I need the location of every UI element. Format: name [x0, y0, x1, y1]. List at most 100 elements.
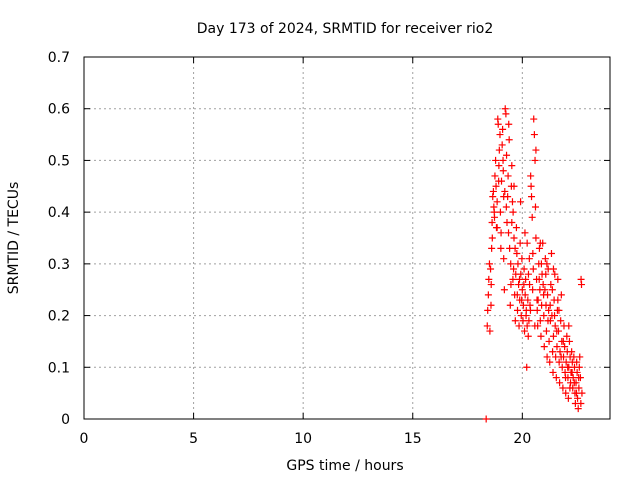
data-point — [508, 162, 516, 170]
data-point — [502, 203, 510, 211]
y-tick-label: 0.7 — [48, 50, 70, 66]
data-point — [487, 265, 495, 273]
data-point — [531, 156, 539, 164]
data-point — [521, 229, 529, 237]
data-point — [525, 255, 533, 263]
data-point — [543, 353, 551, 361]
data-point — [551, 312, 559, 320]
data-point — [565, 337, 573, 345]
data-point — [505, 136, 513, 144]
axis-ticks: 0 0.1 0.2 0.3 0.4 0.5 0.6 0.7 0 5 10 15 20 — [48, 50, 610, 447]
data-point — [541, 286, 549, 294]
x-axis-label: GPS time / hours — [286, 458, 403, 474]
data-point — [556, 379, 564, 387]
data-point — [487, 301, 495, 309]
data-point — [489, 187, 497, 195]
data-point — [500, 286, 508, 294]
data-point — [575, 374, 583, 382]
data-point — [562, 389, 570, 397]
data-point — [521, 291, 529, 299]
data-point — [493, 198, 501, 206]
data-point — [520, 265, 528, 273]
data-point — [502, 110, 510, 118]
data-point — [532, 146, 540, 154]
data-point — [528, 193, 536, 201]
data-point — [511, 317, 519, 325]
data-point — [542, 327, 550, 335]
data-point — [509, 208, 517, 216]
data-point — [518, 255, 526, 263]
data-point — [503, 151, 511, 159]
data-point — [514, 306, 522, 314]
data-point — [494, 120, 502, 128]
data-point — [496, 208, 504, 216]
data-point — [559, 384, 567, 392]
data-point — [545, 337, 553, 345]
data-point — [500, 255, 508, 263]
data-point — [522, 312, 530, 320]
data-point — [488, 218, 496, 226]
data-point — [552, 374, 560, 382]
data-point — [524, 270, 532, 278]
data-point — [536, 239, 544, 247]
data-point — [570, 353, 578, 361]
x-tick-label: 20 — [513, 431, 531, 447]
data-point — [555, 358, 563, 366]
data-point — [547, 250, 555, 258]
data-point — [562, 374, 570, 382]
data-point — [562, 358, 570, 366]
data-point — [497, 229, 505, 237]
data-point — [484, 291, 492, 299]
data-point — [578, 281, 586, 289]
data-point — [536, 317, 544, 325]
data-point — [549, 332, 557, 340]
data-point — [533, 306, 541, 314]
data-point — [540, 343, 548, 351]
data-point — [568, 368, 576, 376]
data-point — [489, 193, 497, 201]
data-point — [531, 322, 539, 330]
data-point — [499, 167, 507, 175]
data-point — [501, 187, 509, 195]
data-point — [556, 348, 564, 356]
data-point — [504, 172, 512, 180]
data-point — [548, 286, 556, 294]
data-point — [519, 317, 527, 325]
data-point — [553, 343, 561, 351]
plot-area-frame — [83, 56, 611, 420]
data-point — [575, 384, 583, 392]
data-point — [561, 343, 569, 351]
data-point — [499, 156, 507, 164]
x-tick-label: 10 — [294, 431, 312, 447]
data-point — [518, 286, 526, 294]
grid — [84, 57, 610, 419]
data-point — [535, 275, 543, 283]
data-point — [511, 244, 519, 252]
data-point — [523, 363, 531, 371]
data-point — [514, 260, 522, 268]
data-point — [488, 234, 496, 242]
data-point — [485, 260, 493, 268]
data-point — [529, 286, 537, 294]
data-point — [565, 322, 573, 330]
data-point — [525, 317, 533, 325]
data-point — [546, 358, 554, 366]
data-point — [544, 317, 552, 325]
data-point — [553, 327, 561, 335]
x-tick-label: 0 — [80, 431, 89, 447]
data-point — [492, 156, 500, 164]
data-point — [508, 218, 516, 226]
data-point — [574, 394, 582, 402]
data-point — [523, 322, 531, 330]
data-point — [541, 255, 549, 263]
data-point — [576, 353, 584, 361]
data-point — [542, 270, 550, 278]
data-point — [515, 275, 523, 283]
data-point — [530, 131, 538, 139]
data-point — [517, 198, 525, 206]
data-point — [491, 172, 499, 180]
data-point — [498, 141, 506, 149]
data-point — [566, 384, 574, 392]
data-point — [521, 327, 529, 335]
data-point — [540, 291, 548, 299]
